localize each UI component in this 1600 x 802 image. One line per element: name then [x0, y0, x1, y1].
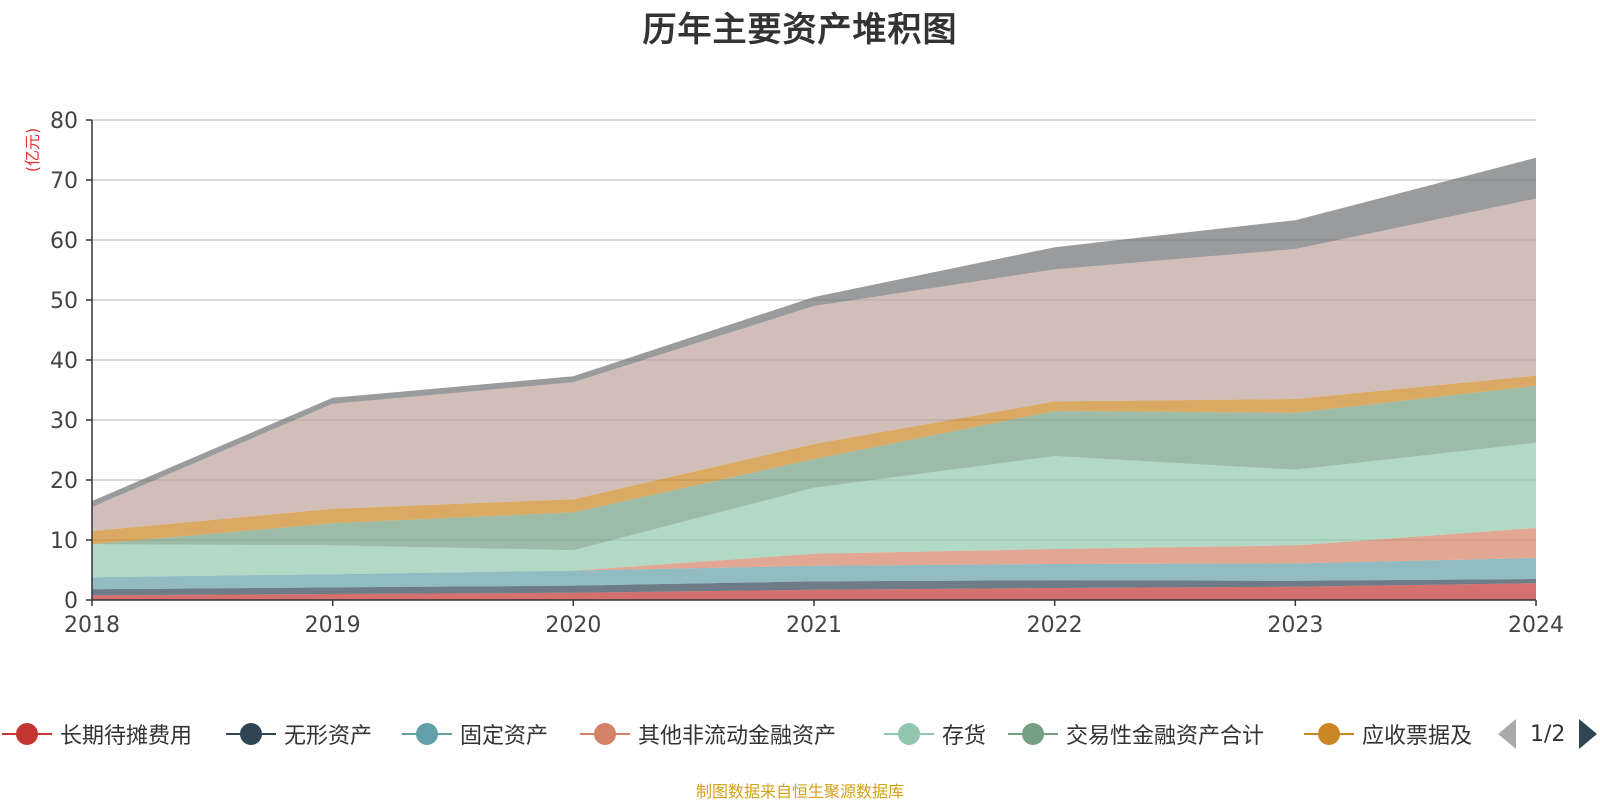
- x-tick-label-2024: 2024: [1508, 613, 1564, 638]
- x-tick-label-2020: 2020: [545, 613, 601, 638]
- y-tick-label-0: 0: [64, 589, 78, 614]
- legend-label: 固定资产: [460, 724, 549, 749]
- area-series-3: [92, 528, 1536, 578]
- area-series-6: [92, 375, 1536, 545]
- legend-prev-arrow-icon[interactable]: [1498, 719, 1516, 749]
- legend-item-4[interactable]: 存货: [884, 716, 986, 752]
- legend-marker-icon: [1008, 722, 1058, 746]
- x-tick-label-2023: 2023: [1267, 613, 1323, 638]
- y-tick-label-40: 40: [50, 349, 78, 374]
- y-tick-label-50: 50: [50, 289, 78, 314]
- y-tick-label-70: 70: [50, 169, 78, 194]
- chart-title: 历年主要资产堆积图: [642, 10, 958, 50]
- x-tick-label-2019: 2019: [305, 613, 361, 638]
- area-series-1: [92, 579, 1536, 596]
- legend-item-6[interactable]: 应收票据及: [1304, 716, 1472, 752]
- area-series-4: [92, 442, 1536, 578]
- legend-marker-icon: [1304, 722, 1354, 746]
- legend-label: 长期待摊费用: [60, 724, 193, 749]
- legend: 长期待摊费用 无形资产 固定资产 其他非流动金融资产 存货 交易性金融资产合计 应收票据及: [0, 716, 1600, 752]
- area-series-7: [92, 198, 1536, 531]
- x-tick-label-2018: 2018: [64, 613, 120, 638]
- legend-label: 无形资产: [284, 724, 373, 749]
- x-tick-label-2021: 2021: [786, 613, 842, 638]
- legend-marker-icon: [402, 722, 452, 746]
- legend-marker-icon: [2, 722, 52, 746]
- area-series-5: [92, 385, 1536, 551]
- legend-item-5[interactable]: 交易性金融资产合计: [1008, 716, 1264, 752]
- legend-item-3[interactable]: 其他非流动金融资产: [580, 716, 836, 752]
- area-series-8: [92, 157, 1536, 508]
- legend-label: 其他非流动金融资产: [638, 724, 837, 749]
- legend-label: 存货: [942, 724, 987, 749]
- legend-next-arrow-icon[interactable]: [1579, 719, 1598, 749]
- legend-marker-icon: [226, 722, 276, 746]
- legend-pager: 1/2: [1498, 716, 1598, 752]
- legend-marker-icon: [580, 722, 630, 746]
- y-tick-label-20: 20: [50, 469, 78, 494]
- x-tick-label-2022: 2022: [1027, 613, 1083, 638]
- y-tick-label-80: 80: [50, 109, 78, 134]
- y-tick-label-60: 60: [50, 229, 78, 254]
- legend-marker-icon: [884, 722, 934, 746]
- legend-item-0[interactable]: 长期待摊费用: [2, 716, 192, 752]
- legend-item-2[interactable]: 固定资产: [402, 716, 548, 752]
- legend-page-indicator: 1/2: [1530, 721, 1566, 747]
- data-source-note: 制图数据来自恒生聚源数据库: [695, 782, 904, 801]
- legend-item-1[interactable]: 无形资产: [226, 716, 372, 752]
- area-series-2: [92, 558, 1536, 590]
- legend-label: 应收票据及: [1362, 724, 1473, 749]
- y-tick-label-10: 10: [50, 529, 78, 554]
- area-series-0: [92, 583, 1536, 600]
- legend-label: 交易性金融资产合计: [1066, 724, 1265, 749]
- y-tick-label-30: 30: [50, 409, 78, 434]
